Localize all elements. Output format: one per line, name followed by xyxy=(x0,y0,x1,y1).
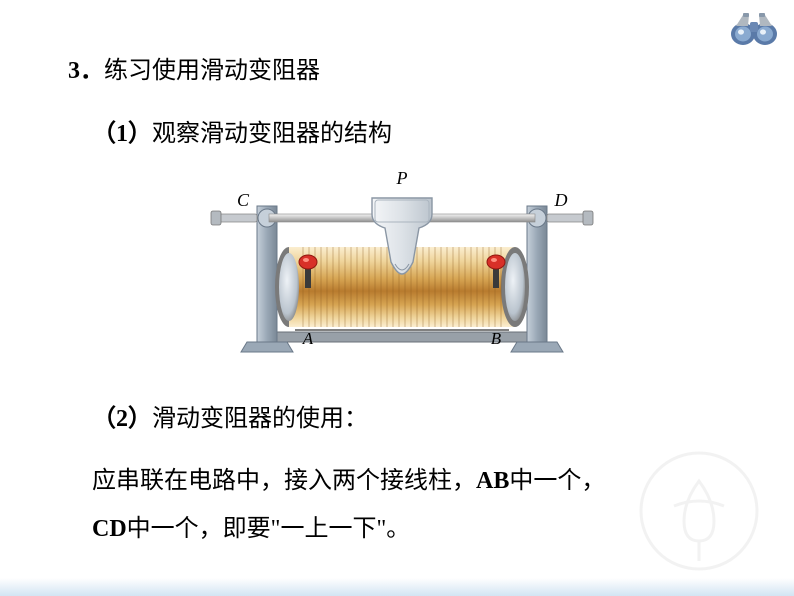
sub1-text: 观察滑动变阻器的结构 xyxy=(152,121,392,147)
binoculars-icon xyxy=(726,8,782,53)
heading: 3．练习使用滑动变阻器 xyxy=(50,50,754,85)
sub2-number: （2） xyxy=(92,406,152,432)
subheading-1: （1）观察滑动变阻器的结构 xyxy=(50,113,754,148)
heading-text: 练习使用滑动变阻器 xyxy=(104,58,320,84)
label-b: B xyxy=(491,329,502,348)
body-prefix: 应串联在电路中，接入两个接线柱， xyxy=(92,468,476,494)
body-cd: CD xyxy=(92,516,127,542)
bottom-gradient xyxy=(0,578,794,596)
label-a: A xyxy=(302,329,314,348)
body-ab: AB xyxy=(476,468,509,494)
label-c: C xyxy=(237,190,250,210)
heading-number: 3． xyxy=(68,58,104,84)
subheading-2: （2）滑动变阻器的使用： xyxy=(50,398,754,433)
label-d: D xyxy=(554,190,568,210)
body-mid: 中一个， xyxy=(509,468,605,494)
rheostat-diagram: P C D A B xyxy=(50,162,754,362)
watermark-icon xyxy=(634,446,764,576)
sub1-number: （1） xyxy=(92,121,152,147)
sub2-text: 滑动变阻器的使用： xyxy=(152,406,368,432)
label-p: P xyxy=(396,168,408,188)
body-suffix: 中一个，即要"一上一下"。 xyxy=(127,516,411,542)
